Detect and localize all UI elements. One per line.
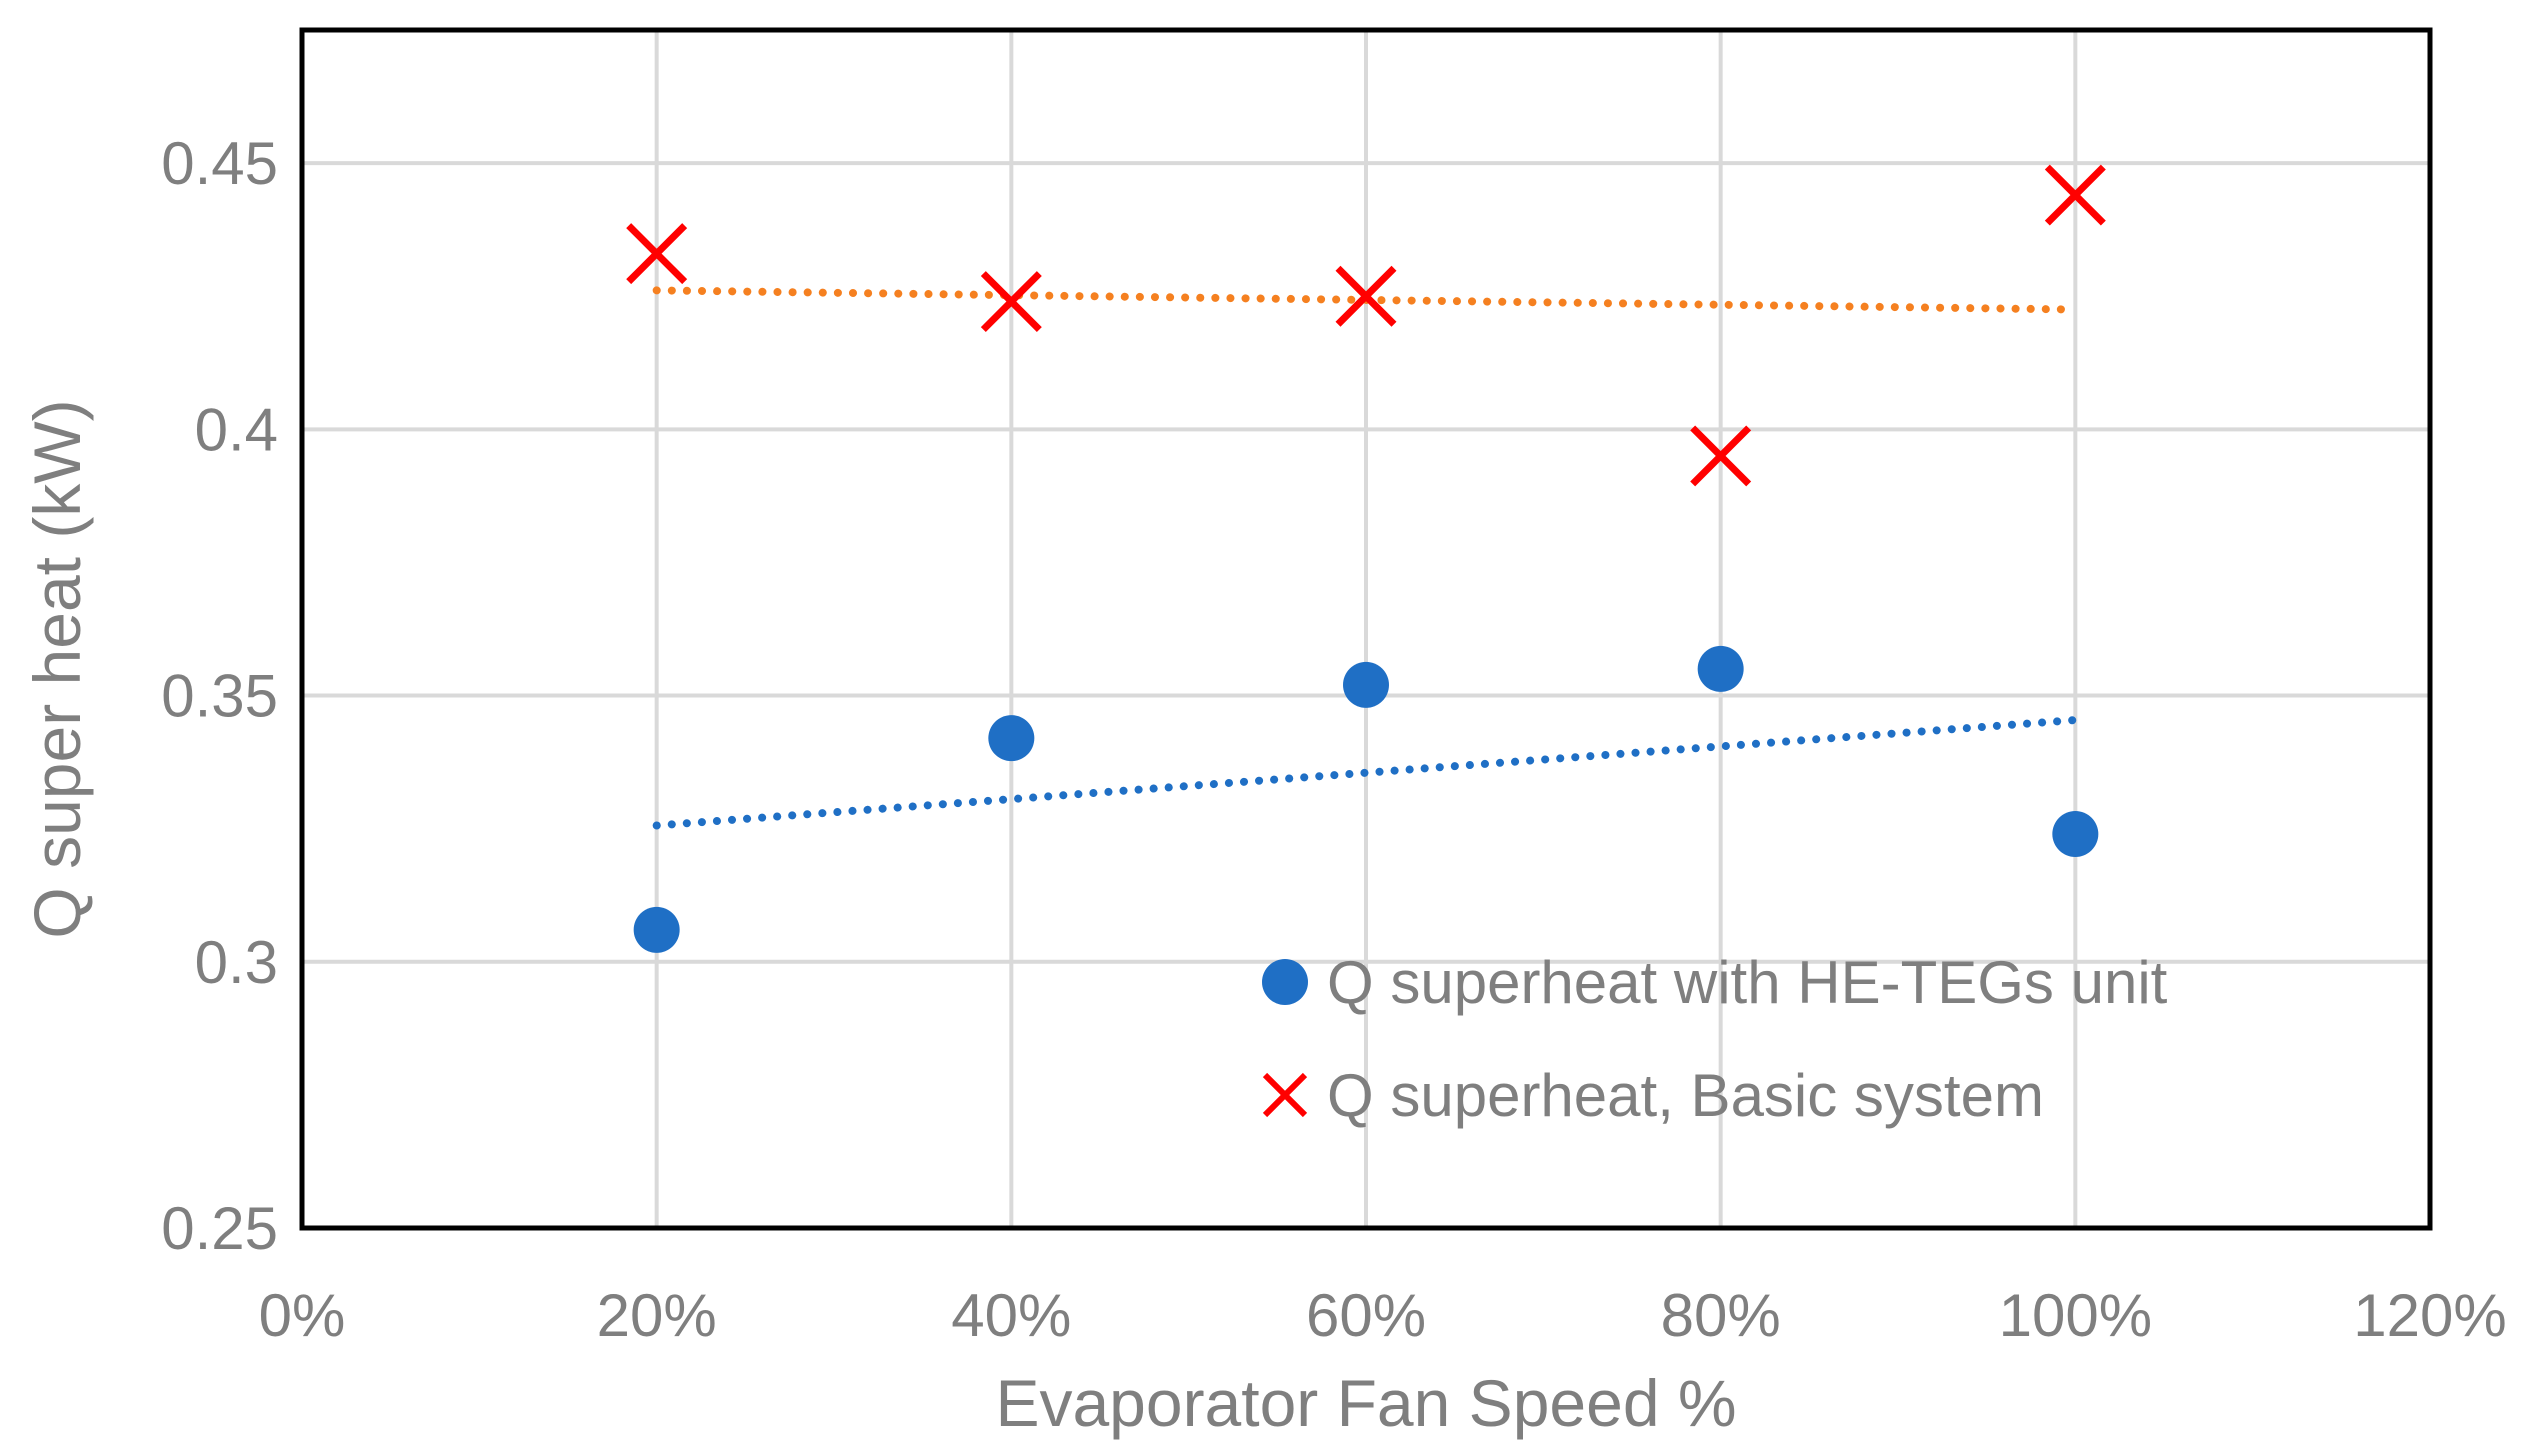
x-axis-title: Evaporator Fan Speed % — [995, 1366, 1736, 1440]
x-tick-label-1: 20% — [597, 1282, 717, 1349]
plot-area-frame — [299, 27, 2433, 1231]
x-tick-label-6: 120% — [2353, 1282, 2506, 1349]
marker-layer — [626, 164, 2106, 953]
point-series-0-1 — [988, 715, 1035, 762]
tick-label-layer: 0% 20% 40% 60% 80% 100% 120% 0.25 0.3 0.35 0.4 0.45 — [161, 130, 2507, 1349]
legend-marker-x-icon — [1262, 1072, 1308, 1118]
y-tick-label-1: 0.3 — [195, 929, 278, 996]
point-series-0-4 — [2052, 810, 2099, 857]
y-tick-label-3: 0.4 — [195, 396, 278, 463]
x-tick-label-5: 100% — [1999, 1282, 2152, 1349]
trendline-series-0 — [652, 716, 2080, 830]
x-tick-label-2: 40% — [951, 1282, 1071, 1349]
x-tick-label-3: 60% — [1306, 1282, 1426, 1349]
point-series-1-3 — [1690, 425, 1752, 487]
y-tick-label-4: 0.45 — [161, 130, 278, 197]
legend: Q superheat with HE-TEGs unit Q superhea… — [1262, 949, 2168, 1129]
y-tick-label-0: 0.25 — [161, 1195, 278, 1262]
legend-label-he-tegs: Q superheat with HE-TEGs unit — [1327, 949, 2168, 1016]
point-series-1-0 — [626, 223, 688, 285]
point-series-1-1 — [980, 271, 1042, 333]
point-series-0-2 — [1343, 661, 1389, 708]
point-series-0-0 — [633, 906, 680, 953]
y-axis-title: Q super heat (kW) — [20, 399, 94, 938]
x-tick-label-4: 80% — [1661, 1282, 1781, 1349]
legend-x-glyph — [1262, 1072, 1308, 1118]
legend-marker-circle-icon — [1262, 959, 1308, 1005]
x-tick-label-0: 0% — [259, 1282, 346, 1349]
grid-layer — [300, 30, 2432, 1230]
y-tick-label-2: 0.35 — [161, 663, 278, 730]
point-series-1-4 — [2044, 164, 2106, 226]
point-series-1-2 — [1335, 265, 1397, 327]
point-series-0-3 — [1697, 645, 1744, 692]
legend-label-basic-system: Q superheat, Basic system — [1327, 1062, 2044, 1129]
